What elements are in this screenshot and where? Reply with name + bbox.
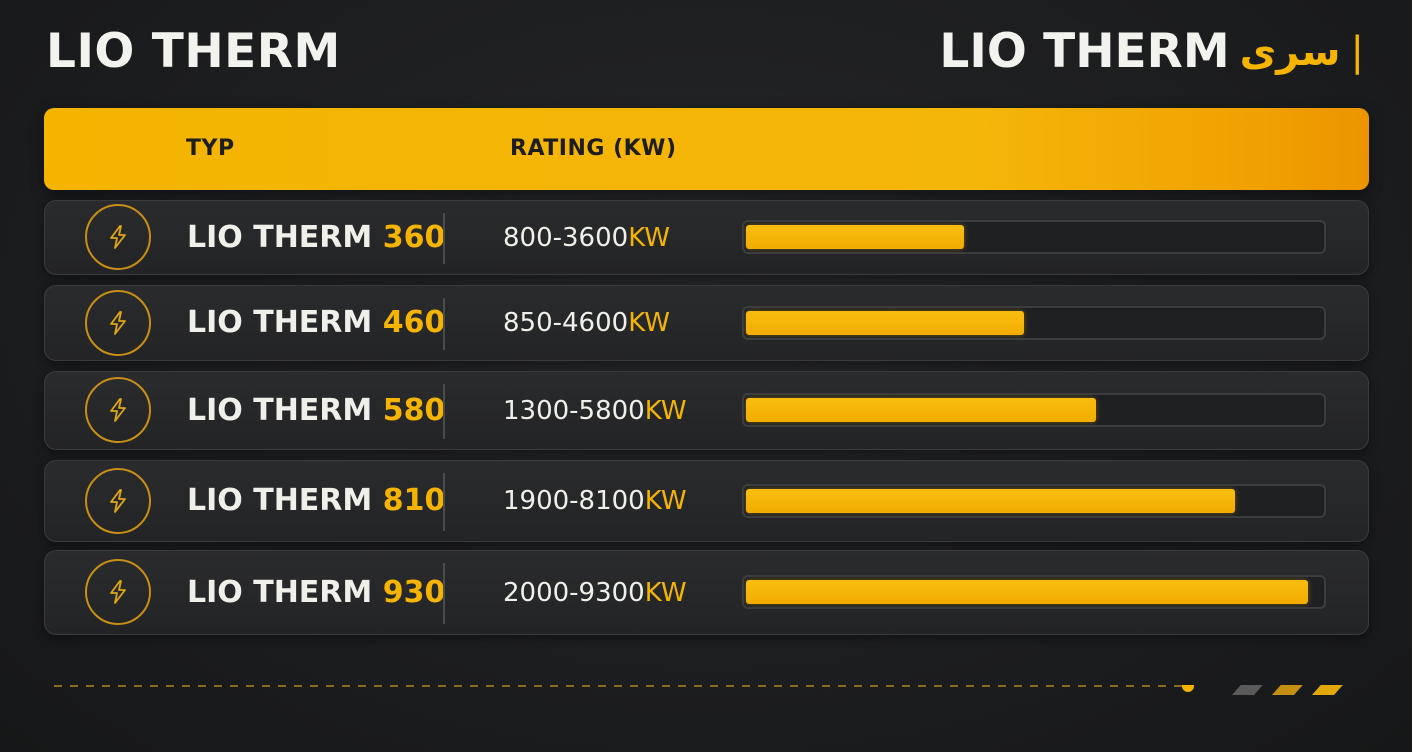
rating-label: 850-4600KW [503, 308, 670, 338]
model-name: LIO THERM 930 [187, 575, 445, 610]
model-number: 460 [382, 305, 446, 340]
rating-bar-track [742, 575, 1326, 609]
decorative-progress-line [54, 685, 1343, 695]
column-divider [443, 213, 445, 264]
series-title-accent: سری [1239, 28, 1341, 75]
model-number: 360 [382, 219, 446, 255]
table-row: LIO THERM 810 1900-8100KW [44, 460, 1369, 542]
model-prefix: LIO THERM [187, 483, 373, 518]
model-number: 580 [382, 392, 446, 428]
rating-bar-track [742, 393, 1326, 427]
column-divider [443, 384, 445, 439]
rating-bar [746, 580, 1308, 604]
lightning-bolt-icon [85, 559, 151, 625]
lightning-bolt-icon [85, 467, 151, 534]
rating-unit: KW [628, 222, 671, 253]
rating-label: 1300-5800KW [503, 396, 687, 426]
lightning-bolt-icon [85, 289, 151, 356]
rating-unit: KW [644, 577, 687, 608]
model-name: LIO THERM 810 [187, 483, 445, 518]
column-divider [443, 473, 445, 531]
rating-unit: KW [644, 486, 687, 516]
rating-label: 800-3600KW [503, 223, 670, 253]
model-prefix: LIO THERM [187, 305, 373, 340]
rating-range: 1900-8100 [503, 486, 645, 516]
model-prefix: LIO THERM [187, 392, 373, 428]
page-title: LIO THERM [46, 24, 341, 79]
stripe-gold-2 [1312, 685, 1343, 695]
rating-bar-track [742, 305, 1326, 340]
model-number: 930 [382, 574, 446, 610]
model-name: LIO THERM 360 [187, 220, 445, 255]
series-title-mark: | [1350, 28, 1364, 75]
model-name: LIO THERM 580 [187, 393, 445, 428]
rating-label: 1900-8100KW [503, 486, 687, 516]
rating-unit: KW [628, 308, 671, 338]
stripe-gold-1 [1272, 685, 1303, 695]
rating-range: 2000-9300 [503, 577, 645, 608]
model-name: LIO THERM 460 [187, 305, 445, 340]
rating-bar-track [742, 220, 1326, 254]
table-row: LIO THERM 460 850-4600KW [44, 285, 1369, 361]
series-title: LIO THERM سری | [939, 24, 1364, 79]
progress-dot [1182, 685, 1194, 692]
stripe-grey [1232, 685, 1263, 695]
lightning-bolt-icon [85, 377, 151, 443]
column-divider [443, 298, 445, 350]
model-prefix: LIO THERM [187, 219, 373, 255]
rating-range: 850-4600 [503, 308, 629, 338]
model-number: 810 [382, 483, 446, 518]
lightning-bolt-icon [85, 204, 151, 270]
rating-bar [746, 488, 1235, 513]
rating-bar [746, 398, 1096, 422]
rating-range: 1300-5800 [503, 395, 645, 426]
model-prefix: LIO THERM [187, 574, 373, 610]
table-row: LIO THERM 580 1300-5800KW [44, 371, 1369, 450]
column-header-rating: RATING (KW) [510, 136, 677, 161]
table-row: LIO THERM 360 800-3600KW [44, 200, 1369, 275]
column-divider [443, 563, 445, 624]
rating-unit: KW [644, 395, 687, 426]
column-header-type: TYP [186, 136, 235, 161]
rating-range: 800-3600 [503, 222, 629, 253]
rating-bar [746, 225, 964, 249]
rating-bar [746, 310, 1024, 335]
rating-bar-track [742, 483, 1326, 518]
series-title-brand: LIO THERM [939, 24, 1230, 79]
table-header: TYP RATING (KW) [44, 108, 1369, 190]
table-row: LIO THERM 930 2000-9300KW [44, 550, 1369, 635]
rating-label: 2000-9300KW [503, 578, 687, 608]
